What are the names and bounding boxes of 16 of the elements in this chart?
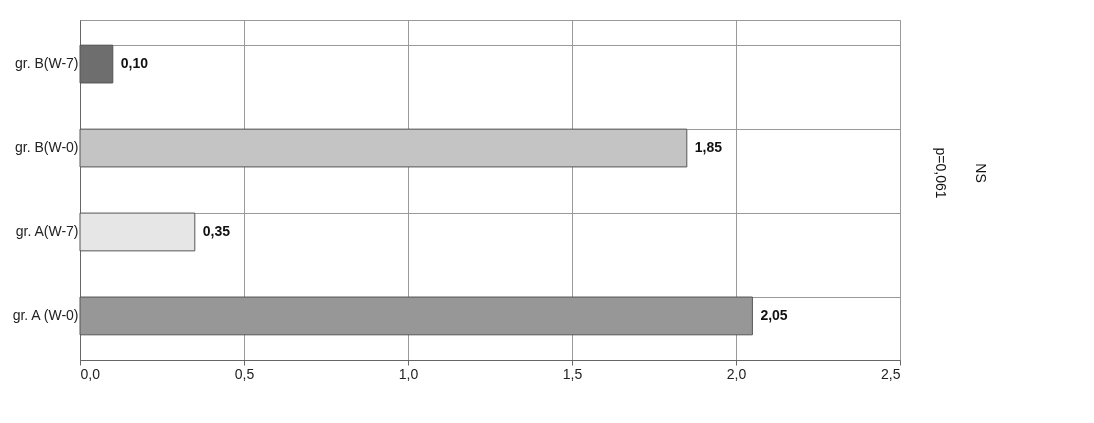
x-tick-label: 1,0 xyxy=(398,365,419,382)
data-label: 2,05 xyxy=(760,306,788,323)
x-tick-label: 2,0 xyxy=(726,365,747,382)
data-label: 0,35 xyxy=(202,222,231,239)
y-tick-label: gr. B(W-0) xyxy=(14,139,79,156)
data-label: 0,10 xyxy=(120,55,149,72)
x-tick-label: 1,5 xyxy=(562,365,583,382)
y-tick-label: gr. A (W-0) xyxy=(12,306,79,323)
y-tick-label: gr. B(W-7) xyxy=(14,55,79,72)
x-tick-label: 0,5 xyxy=(234,365,255,382)
text: NS xyxy=(973,163,989,183)
y-tick-label: gr. A(W-7) xyxy=(15,222,79,239)
text: p=0,061 xyxy=(933,147,949,199)
x-tick-label: 0,0 xyxy=(80,365,101,382)
x-tick-label: 2,5 xyxy=(881,365,901,382)
data-label: 1,85 xyxy=(694,139,723,156)
